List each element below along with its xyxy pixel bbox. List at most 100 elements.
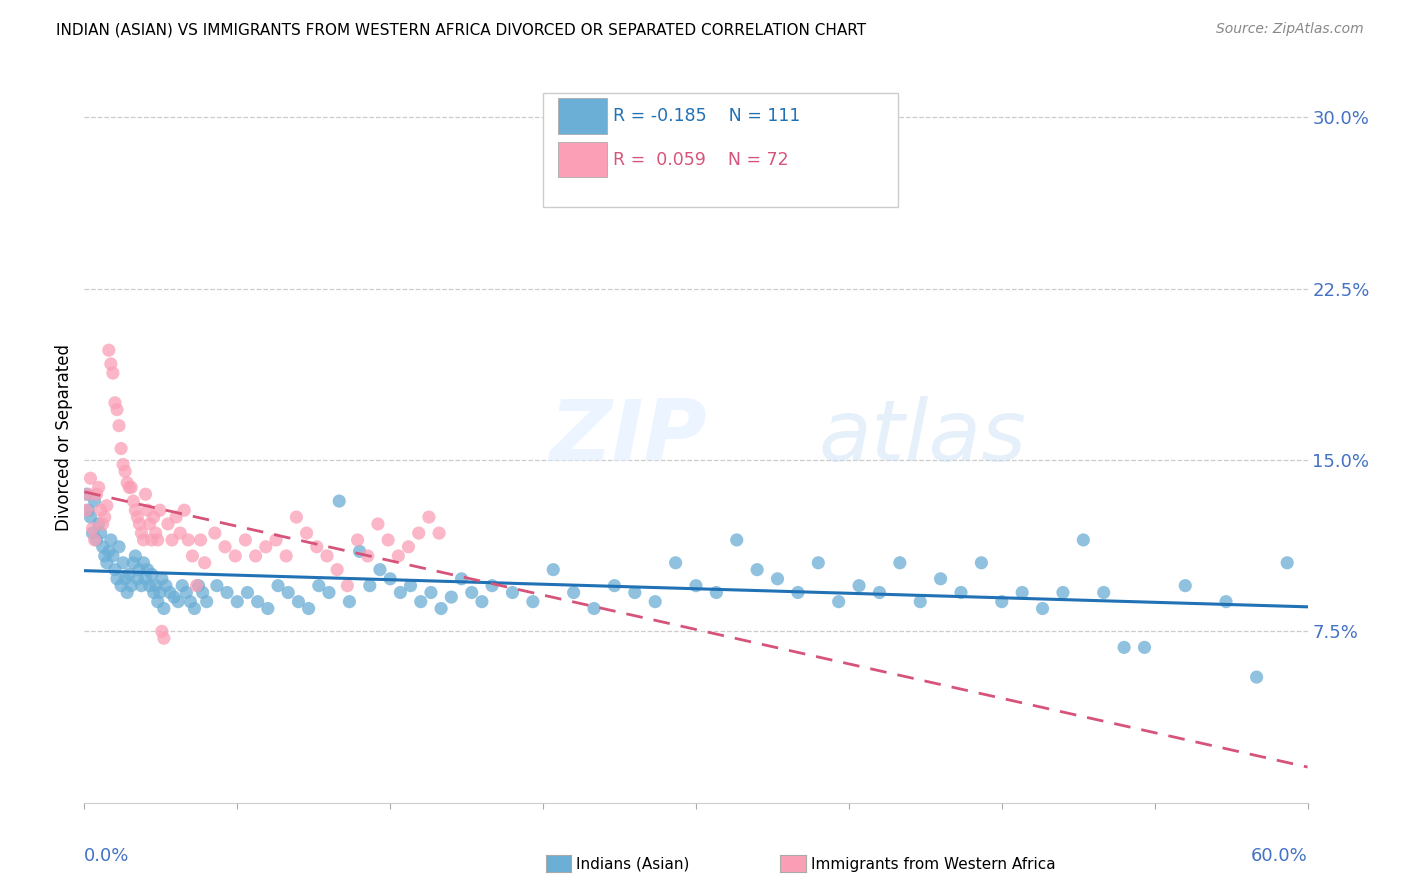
- Point: [120, 579, 142, 593]
- Point: [150, 624, 173, 639]
- Point: [236, 585, 259, 599]
- Point: [186, 579, 208, 593]
- Point: [82, 521, 104, 535]
- Point: [399, 579, 422, 593]
- Point: [205, 579, 228, 593]
- Point: [181, 549, 204, 563]
- Point: [177, 533, 200, 547]
- Point: [326, 563, 349, 577]
- Point: [131, 579, 153, 593]
- Point: [224, 549, 246, 563]
- Point: [169, 526, 191, 541]
- Point: [136, 563, 159, 577]
- Point: [179, 594, 201, 608]
- Point: [115, 585, 138, 599]
- Text: INDIAN (ASIAN) VS IMMIGRANTS FROM WESTERN AFRICA DIVORCED OR SEPARATED CORRELATI: INDIAN (ASIAN) VS IMMIGRANTS FROM WESTER…: [56, 22, 866, 37]
- Point: [204, 526, 226, 541]
- Point: [787, 585, 810, 599]
- Point: [380, 572, 402, 586]
- Point: [226, 594, 249, 608]
- Point: [245, 549, 267, 563]
- Point: [543, 563, 565, 577]
- Point: [346, 533, 368, 547]
- Point: [502, 585, 524, 599]
- Point: [124, 503, 146, 517]
- Point: [336, 579, 359, 593]
- Point: [264, 533, 287, 547]
- Point: [82, 526, 104, 541]
- Point: [100, 533, 122, 547]
- Point: [141, 533, 163, 547]
- Point: [644, 594, 666, 608]
- Y-axis label: Divorced or Separated: Divorced or Separated: [55, 343, 73, 531]
- Point: [308, 579, 330, 593]
- Point: [75, 487, 97, 501]
- Point: [138, 516, 160, 531]
- Point: [440, 590, 463, 604]
- Point: [349, 544, 371, 558]
- Point: [118, 567, 141, 582]
- Point: [79, 510, 101, 524]
- Point: [142, 585, 165, 599]
- Point: [418, 510, 440, 524]
- Point: [929, 572, 952, 586]
- Point: [135, 572, 157, 586]
- Point: [127, 572, 149, 586]
- Point: [115, 475, 138, 490]
- Point: [153, 601, 176, 615]
- Point: [146, 594, 169, 608]
- Point: [122, 556, 145, 570]
- Text: Source: ZipAtlas.com: Source: ZipAtlas.com: [1216, 22, 1364, 37]
- Point: [970, 556, 993, 570]
- Point: [195, 594, 218, 608]
- FancyBboxPatch shape: [543, 94, 898, 207]
- Point: [104, 563, 127, 577]
- Point: [75, 503, 97, 517]
- Point: [706, 585, 728, 599]
- Point: [1011, 585, 1033, 599]
- Point: [110, 579, 132, 593]
- Point: [1052, 585, 1074, 599]
- Point: [114, 464, 136, 478]
- Point: [624, 585, 647, 599]
- Point: [1073, 533, 1095, 547]
- Point: [1246, 670, 1268, 684]
- Point: [138, 579, 160, 593]
- Point: [87, 480, 110, 494]
- Point: [217, 585, 239, 599]
- Point: [96, 499, 118, 513]
- Point: [93, 549, 117, 563]
- Point: [173, 503, 195, 517]
- Point: [377, 533, 399, 547]
- Point: [387, 549, 409, 563]
- Point: [112, 556, 135, 570]
- Point: [318, 585, 340, 599]
- Text: atlas: atlas: [818, 395, 1026, 479]
- Point: [1114, 640, 1136, 655]
- Point: [398, 540, 420, 554]
- Point: [124, 549, 146, 563]
- Point: [142, 510, 165, 524]
- Point: [187, 579, 209, 593]
- Point: [127, 510, 149, 524]
- Point: [77, 503, 100, 517]
- Point: [295, 526, 318, 541]
- Point: [96, 556, 118, 570]
- Point: [1277, 556, 1299, 570]
- Point: [77, 487, 100, 501]
- Point: [97, 343, 120, 358]
- Point: [481, 579, 503, 593]
- Point: [160, 533, 183, 547]
- Point: [150, 572, 173, 586]
- Point: [359, 579, 381, 593]
- Point: [1174, 579, 1197, 593]
- Point: [183, 601, 205, 615]
- Point: [101, 549, 124, 563]
- Point: [122, 494, 145, 508]
- Point: [101, 366, 124, 380]
- Point: [339, 594, 361, 608]
- Point: [172, 579, 194, 593]
- Point: [766, 572, 789, 586]
- Point: [105, 572, 128, 586]
- Point: [128, 563, 150, 577]
